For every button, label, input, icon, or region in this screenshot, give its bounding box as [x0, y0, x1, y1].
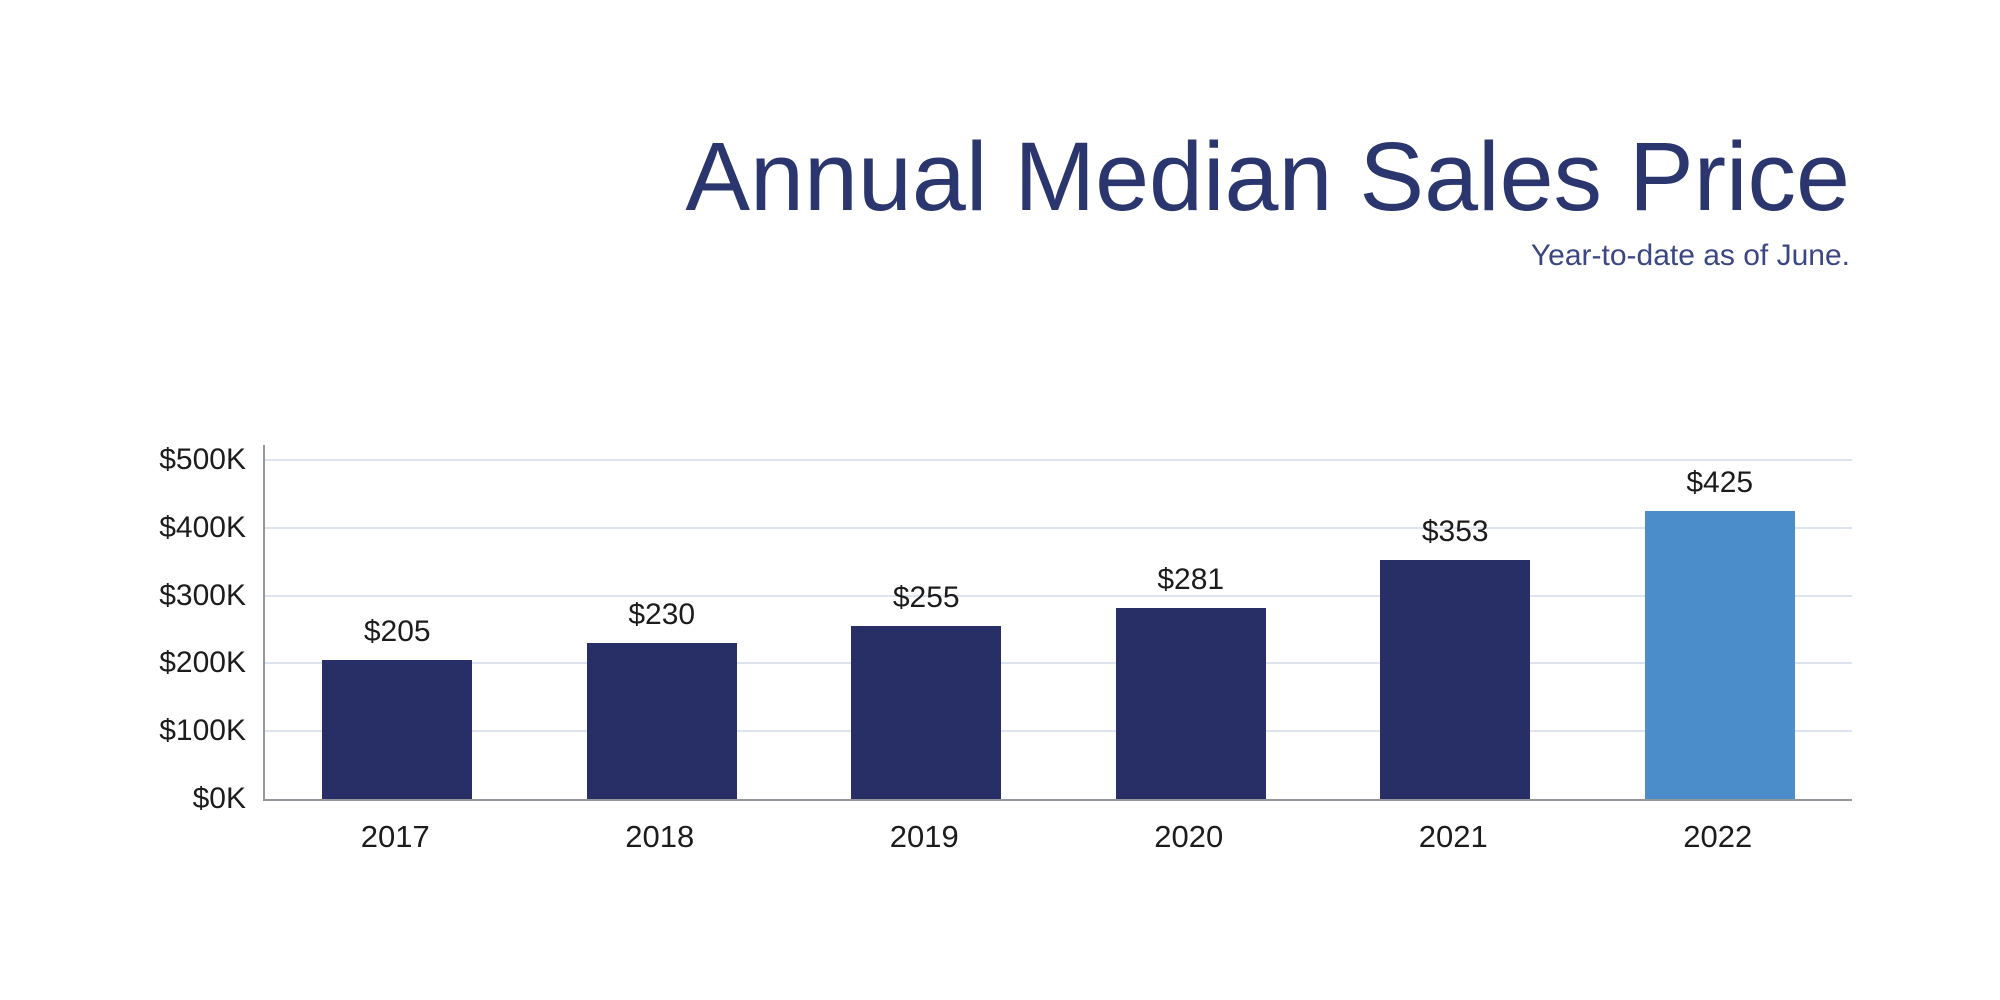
- bar-group-2017: $205: [265, 445, 530, 799]
- bar-2018: [586, 643, 737, 799]
- bar-2021: [1380, 560, 1531, 799]
- bar-2019: [851, 626, 1002, 799]
- plot-area: $205 $230 $255 $281 $353 $425: [263, 445, 1852, 801]
- bar-slots: $205 $230 $255 $281 $353 $425: [265, 445, 1852, 799]
- x-tick-label-2020: 2020: [1154, 819, 1224, 854]
- gridline-$200K: [265, 662, 1852, 665]
- chart-header: Annual Median Sales Price Year-to-date a…: [685, 126, 1850, 274]
- bar-2017: [322, 660, 473, 799]
- x-tick-label-2022: 2022: [1683, 819, 1753, 854]
- gridline-$400K: [265, 526, 1852, 529]
- x-tick-label-2019: 2019: [889, 819, 959, 854]
- bar-group-2020: $281: [1059, 445, 1324, 799]
- y-axis: $0K $100K $200K $300K $400K $500K: [0, 443, 246, 814]
- gridline-$300K: [265, 594, 1852, 597]
- y-tick-label-$400K: $400K: [159, 510, 246, 544]
- bar-group-2022: $425: [1588, 445, 1853, 799]
- x-tick-label-2021: 2021: [1418, 819, 1488, 854]
- chart-title: Annual Median Sales Price: [685, 122, 1850, 231]
- x-tick-label-2017: 2017: [360, 819, 430, 854]
- bar-value-label-2021: $353: [1421, 515, 1489, 548]
- bar-2022: [1644, 511, 1795, 799]
- bar-value-label-2017: $205: [363, 615, 431, 648]
- bar-2020: [1115, 608, 1266, 799]
- y-tick-label-$200K: $200K: [159, 646, 246, 680]
- y-tick-label-$300K: $300K: [159, 578, 246, 612]
- gridline-$500K: [265, 459, 1852, 461]
- gridline-$100K: [265, 730, 1852, 733]
- x-tick-label-2018: 2018: [625, 819, 695, 854]
- bar-group-2021: $353: [1323, 445, 1588, 799]
- y-tick-label-$100K: $100K: [159, 714, 246, 748]
- bar-value-label-2020: $281: [1157, 563, 1225, 596]
- x-axis: 2017 2018 2019 2020 2021 2022: [263, 801, 1850, 855]
- y-tick-label-$0K: $0K: [192, 782, 246, 815]
- bar-value-label-2019: $255: [892, 581, 960, 614]
- y-tick-label-$500K: $500K: [159, 443, 246, 476]
- bar-value-label-2018: $230: [628, 598, 696, 631]
- bar-group-2018: $230: [530, 445, 795, 799]
- bar-value-label-2022: $425: [1686, 466, 1754, 499]
- bar-group-2019: $255: [794, 445, 1059, 799]
- chart-subtitle: Year-to-date as of June.: [1530, 238, 1850, 272]
